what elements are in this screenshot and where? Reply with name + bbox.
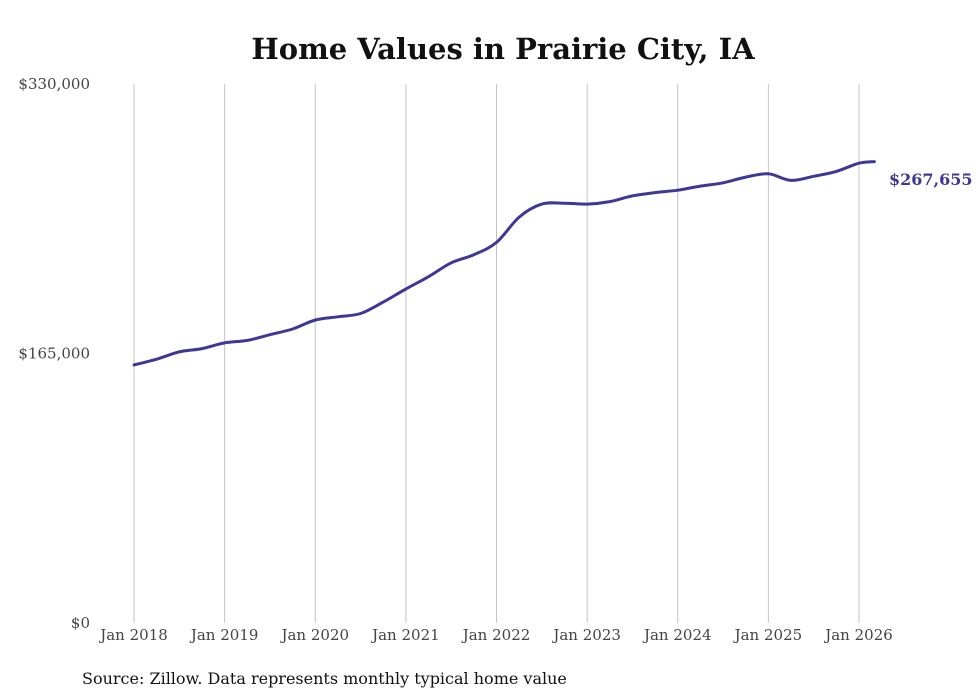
x-axis: Jan 2018 Jan 2019 Jan 2020 Jan 2021 Jan 2022…: [98, 626, 893, 644]
grid-lines: [133, 84, 860, 623]
x-tick-label: Jan 2022: [461, 626, 531, 644]
x-tick-label: Jan 2019: [189, 626, 259, 644]
y-tick-label: $165,000: [18, 345, 90, 363]
y-axis: $0 $165,000 $330,000: [18, 75, 90, 632]
x-tick-label: Jan 2023: [551, 626, 621, 644]
x-tick-label: Jan 2026: [823, 626, 893, 644]
x-tick-label: Jan 2020: [279, 626, 349, 644]
x-tick-label: Jan 2021: [370, 626, 440, 644]
chart-title: Home Values in Prairie City, IA: [251, 32, 755, 66]
x-tick-label: Jan 2025: [733, 626, 803, 644]
y-tick-label: $0: [71, 614, 90, 632]
y-tick-label: $330,000: [18, 75, 90, 93]
source-note: Source: Zillow. Data represents monthly …: [82, 669, 567, 688]
home-value-line: [132, 160, 876, 367]
x-tick-label: Jan 2018: [98, 626, 168, 644]
latest-value-label: $267,655: [889, 170, 973, 189]
x-tick-label: Jan 2024: [642, 626, 712, 644]
